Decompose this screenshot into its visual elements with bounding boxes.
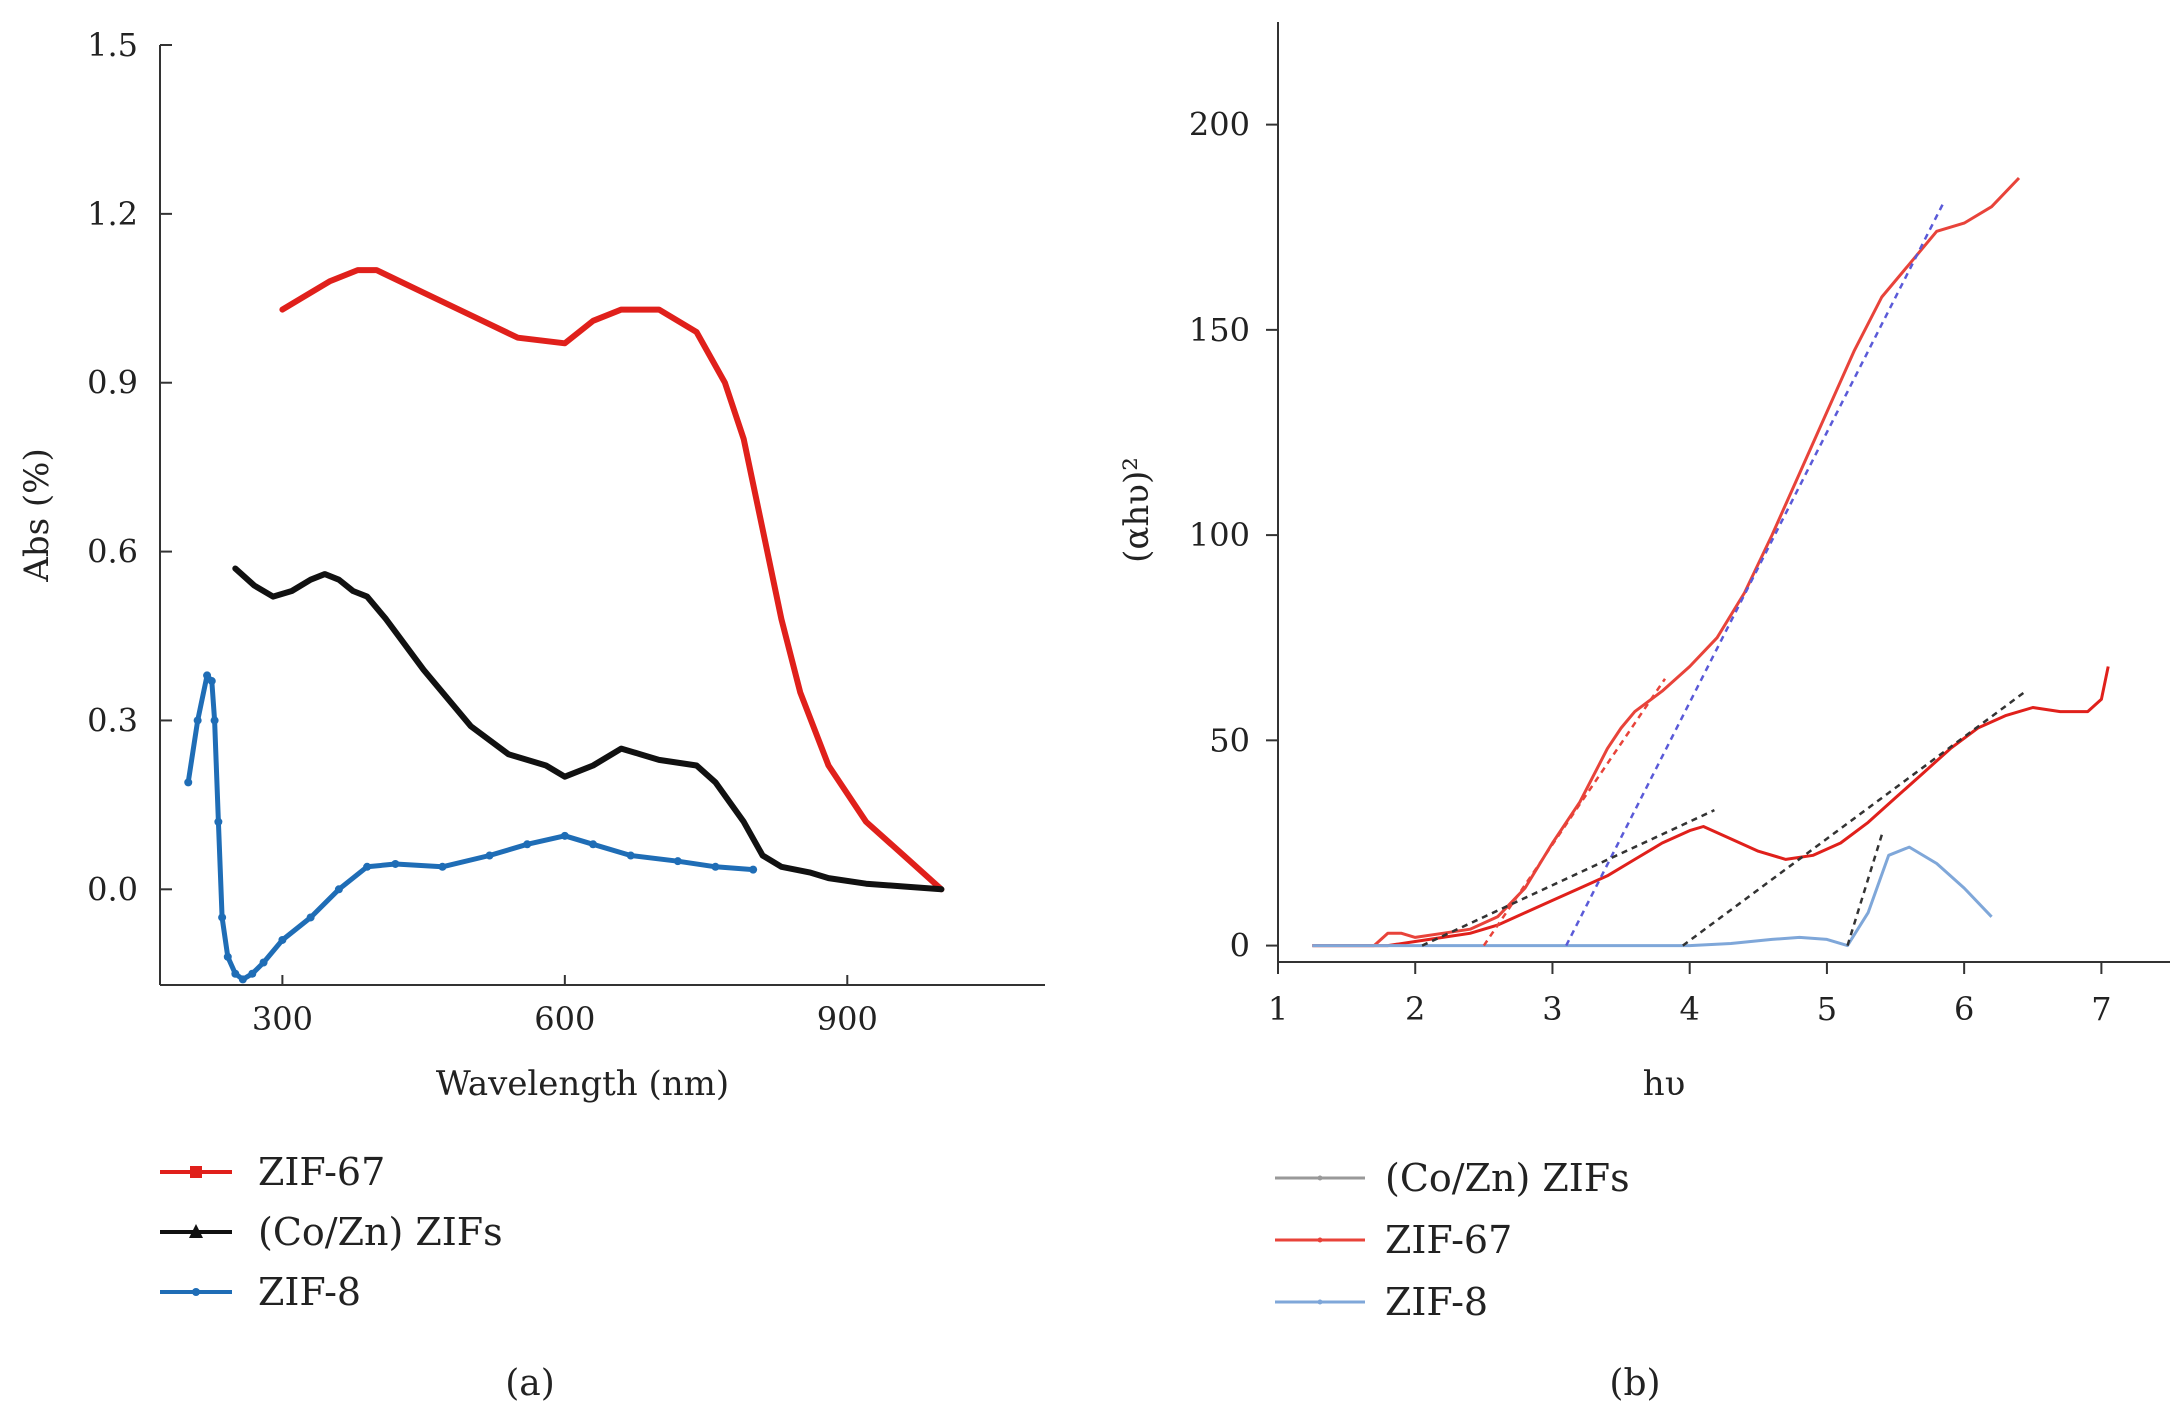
y-tick-label: 1.5: [87, 26, 138, 64]
legend-label: ZIF-67: [258, 1150, 385, 1194]
y-axis-label: Abs (%): [17, 448, 57, 582]
data-point: [391, 859, 400, 868]
legend-marker: [1317, 1175, 1323, 1181]
panel-b: 0 50 100 150 200 1 2 3 4 5 6 7 hυ (αhυ)² (Co/Zn) ZIFs Z…: [1117, 22, 2170, 1404]
data-point: [438, 862, 447, 871]
data-point: [223, 952, 232, 961]
y-tick-label: 150: [1189, 311, 1250, 349]
series-line-(Co/Zn) ZIFs: [1312, 666, 2110, 948]
x-tick-label: 1: [1268, 990, 1288, 1028]
legend-label: (Co/Zn) ZIFs: [1385, 1156, 1630, 1200]
fit-line: [1846, 834, 1884, 946]
data-point: [214, 817, 223, 826]
data-point: [711, 862, 720, 871]
y-tick-label: 0.9: [87, 364, 138, 402]
data-point: [363, 862, 372, 871]
data-point: [207, 677, 216, 686]
x-tick-label: 300: [252, 1000, 313, 1038]
data-point: [231, 969, 240, 978]
y-tick-label: 50: [1209, 721, 1250, 759]
series-line-ZIF-8: [185, 672, 756, 982]
y-tick-label: 0: [1230, 927, 1250, 965]
data-point: [203, 671, 212, 680]
y-axis-label: (αhυ)²: [1117, 457, 1157, 563]
y-tick-label: 0.6: [87, 533, 138, 571]
y-tick-label: 200: [1189, 106, 1250, 144]
data-point: [193, 716, 202, 725]
series-line-(Co/Zn) ZIFs: [232, 565, 945, 893]
legend-marker: [1317, 1237, 1323, 1243]
data-point: [306, 913, 315, 922]
data-point: [334, 885, 343, 894]
x-axis-label: hυ: [1643, 1064, 1686, 1104]
legend-label: ZIF-8: [1385, 1280, 1488, 1324]
data-point: [485, 851, 494, 860]
x-tick-label: 6: [1954, 990, 1974, 1028]
series-line-ZIF-8: [1312, 845, 1993, 948]
legend-marker: [192, 1288, 200, 1296]
legend-marker: [190, 1166, 202, 1178]
data-point: [589, 840, 598, 849]
data-point: [523, 840, 532, 849]
data-point: [218, 913, 227, 922]
legend-label: ZIF-67: [1385, 1218, 1512, 1262]
x-tick-label: 4: [1680, 990, 1700, 1028]
fit-line: [1482, 678, 1667, 947]
data-point: [626, 851, 635, 860]
data-point: [238, 975, 247, 984]
data-point: [248, 969, 257, 978]
x-tick-label: 5: [1817, 990, 1837, 1028]
x-tick-label: 7: [2091, 990, 2111, 1028]
y-tick-label: 0.0: [87, 870, 138, 908]
fit-line: [1565, 202, 1945, 947]
series-line-ZIF-67: [279, 267, 945, 893]
y-tick-label: 0.3: [87, 701, 138, 739]
legend-marker: [1317, 1299, 1323, 1305]
x-tick-label: 900: [817, 1000, 878, 1038]
fit-line: [1682, 690, 2027, 947]
legend-label: ZIF-8: [258, 1270, 361, 1314]
series-line-ZIF-67: [1312, 176, 2021, 948]
data-point: [673, 857, 682, 866]
data-point: [278, 935, 287, 944]
legend-marker: [189, 1224, 203, 1238]
panel-a: 0.0 0.3 0.6 0.9 1.2 1.5 300 600 900 Wavelength (n…: [17, 26, 1045, 1404]
legend-label: (Co/Zn) ZIFs: [258, 1210, 503, 1254]
y-tick-label: 1.2: [87, 195, 138, 233]
fit-line: [1421, 808, 1715, 947]
x-tick-label: 600: [534, 1000, 595, 1038]
y-tick-label: 100: [1189, 516, 1250, 554]
panel-label: (a): [505, 1363, 555, 1404]
data-point: [259, 958, 268, 967]
data-point: [749, 865, 758, 874]
x-tick-label: 2: [1405, 990, 1425, 1028]
data-point: [210, 716, 219, 725]
data-point: [560, 831, 569, 840]
panel-label: (b): [1609, 1363, 1660, 1404]
x-axis-label: Wavelength (nm): [436, 1064, 729, 1104]
x-tick-label: 3: [1542, 990, 1562, 1028]
data-point: [184, 778, 193, 787]
